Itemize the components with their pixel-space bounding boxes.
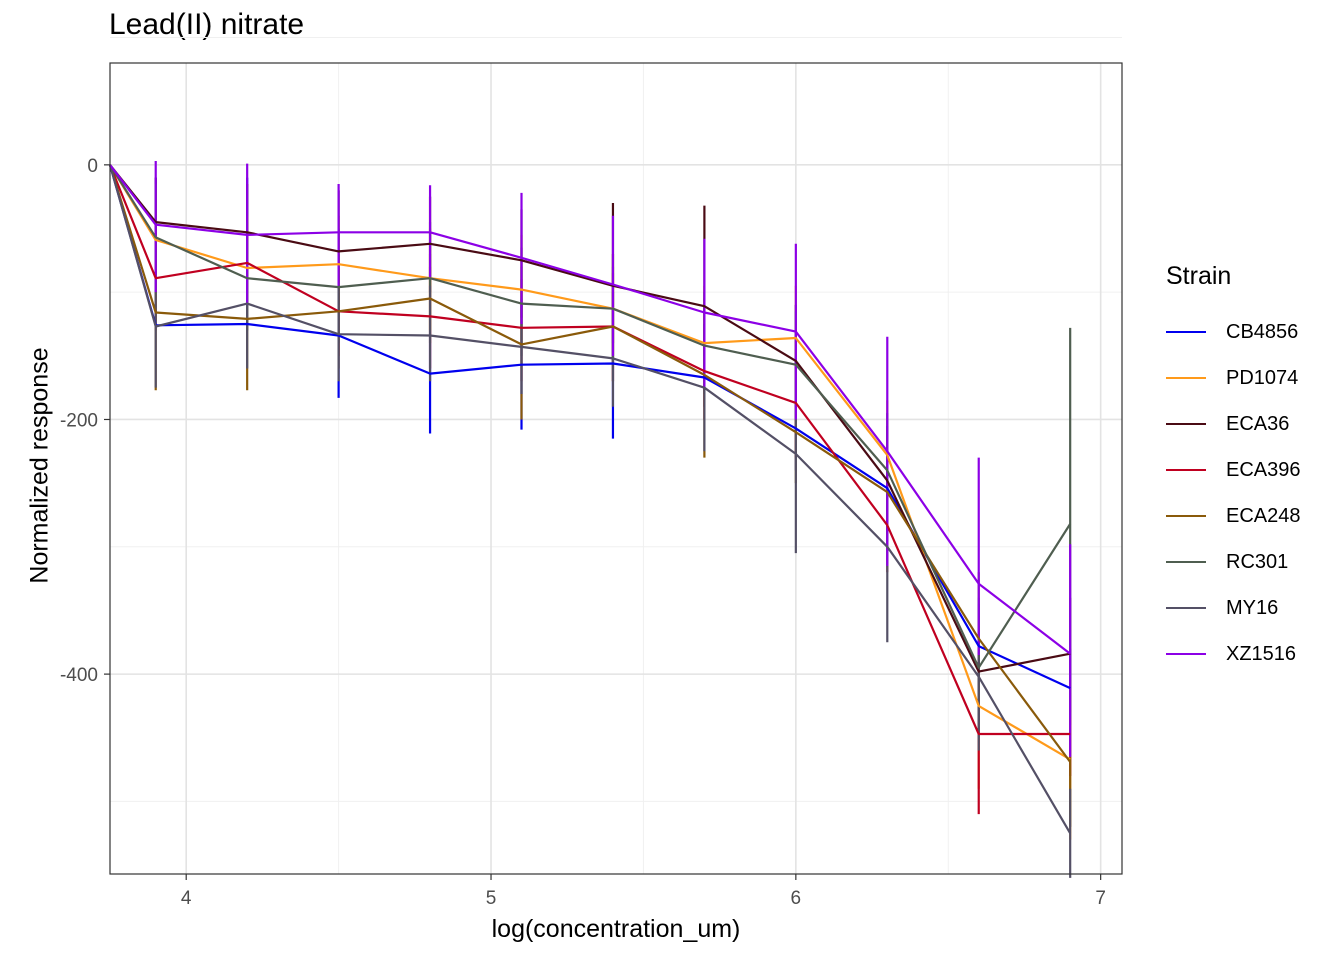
legend-item: ECA248 xyxy=(1166,493,1301,539)
y-tick-label: -200 xyxy=(60,410,98,431)
plot-panel-border xyxy=(109,62,1123,875)
legend-swatch xyxy=(1166,561,1206,563)
legend-label: ECA36 xyxy=(1226,412,1290,435)
legend-swatch xyxy=(1166,423,1206,425)
x-tick-label: 5 xyxy=(486,888,497,909)
legend-swatch xyxy=(1166,377,1206,379)
legend-swatch xyxy=(1166,607,1206,609)
legend-item: ECA396 xyxy=(1166,447,1301,493)
legend-item: CB4856 xyxy=(1166,309,1301,355)
chart-title: Lead(II) nitrate xyxy=(109,8,305,41)
legend-swatch xyxy=(1166,515,1206,517)
legend-label: PD1074 xyxy=(1226,366,1299,389)
legend: Strain CB4856 PD1074 ECA36 ECA396 ECA248 RC30… xyxy=(1166,262,1301,677)
legend-item: XZ1516 xyxy=(1166,631,1301,677)
x-tick-label: 4 xyxy=(181,888,192,909)
legend-title: Strain xyxy=(1166,262,1232,290)
x-axis-title: log(concentration_um) xyxy=(491,915,741,943)
legend-label: ECA248 xyxy=(1226,504,1301,527)
y-axis-title: Normalized response xyxy=(25,347,54,584)
legend-label: CB4856 xyxy=(1226,320,1299,343)
legend-swatch xyxy=(1166,653,1206,655)
series-line-eca248 xyxy=(108,164,1072,763)
series-line-layer xyxy=(108,164,1072,834)
legend-item: PD1074 xyxy=(1166,355,1301,401)
series-line-eca396 xyxy=(108,164,1071,736)
x-tick-label: 7 xyxy=(1095,888,1106,909)
legend-swatch xyxy=(1166,469,1206,471)
legend-label: XZ1516 xyxy=(1226,642,1297,665)
legend-item: RC301 xyxy=(1166,539,1301,585)
series-line-cb4856 xyxy=(108,164,1071,690)
series-line-xz1516 xyxy=(109,164,1071,655)
x-tick-label: 6 xyxy=(791,888,802,909)
legend-item: MY16 xyxy=(1166,585,1301,631)
y-tick-label: -400 xyxy=(60,665,98,686)
series-line-my16 xyxy=(108,164,1072,834)
legend-label: RC301 xyxy=(1226,550,1289,573)
legend-items: CB4856 PD1074 ECA36 ECA396 ECA248 RC301 MY16 XZ… xyxy=(1166,309,1301,677)
legend-swatch xyxy=(1166,331,1206,333)
series-line-eca36 xyxy=(109,164,1071,673)
series-line-pd1074 xyxy=(109,164,1071,761)
legend-item: ECA36 xyxy=(1166,401,1301,447)
tick-layer: 4 5 6 7 0 -200 -400 xyxy=(60,156,1106,909)
legend-label: ECA396 xyxy=(1226,458,1301,481)
legend-label: MY16 xyxy=(1226,596,1279,619)
y-tick-label: 0 xyxy=(87,156,98,177)
series-line-rc301 xyxy=(109,164,1072,669)
grid-layer xyxy=(110,37,1122,874)
